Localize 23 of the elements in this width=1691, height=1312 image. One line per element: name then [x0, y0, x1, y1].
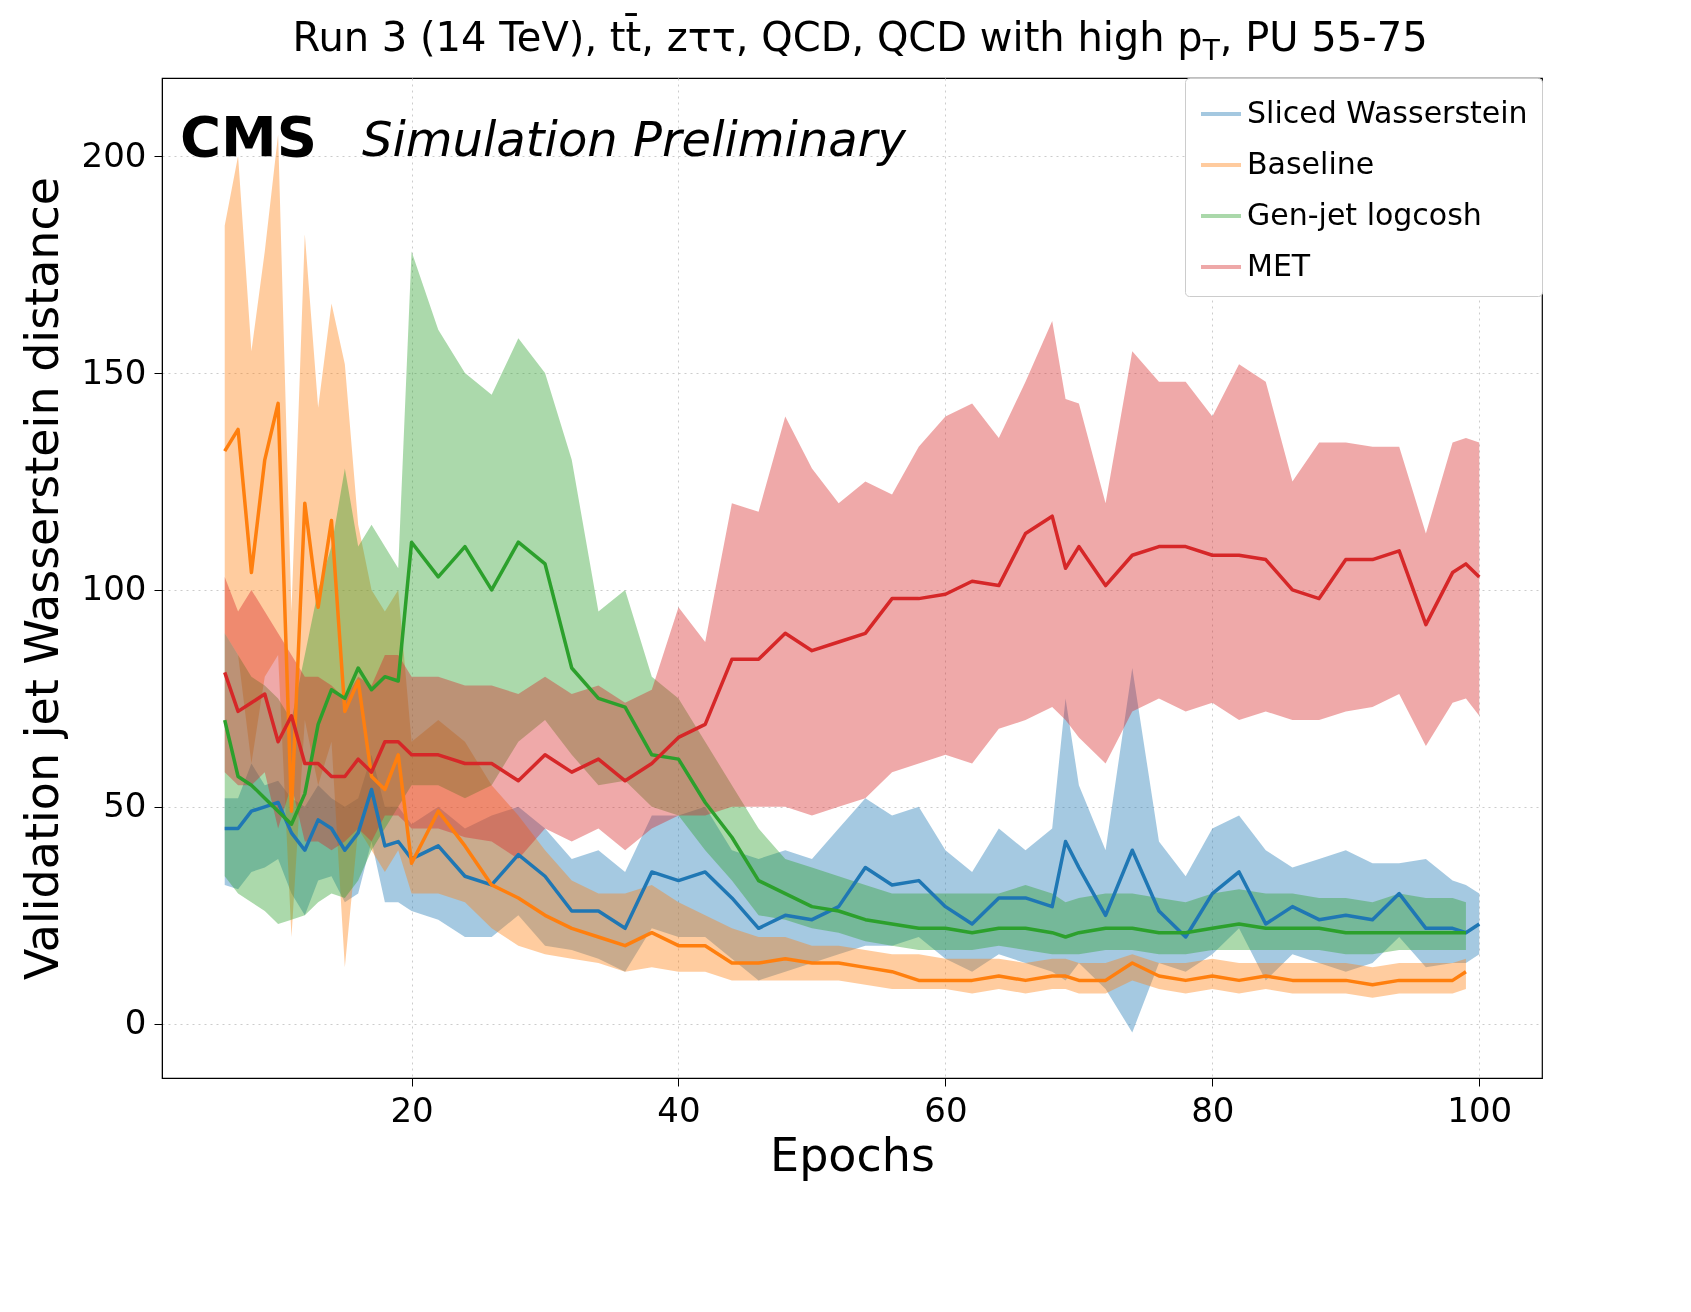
legend-label: MET — [1247, 248, 1311, 283]
x-tick-label: 80 — [1191, 1089, 1235, 1130]
legend-label: Baseline — [1247, 146, 1375, 181]
annotation: Simulation Preliminary — [362, 111, 907, 167]
x-tick-label: 20 — [390, 1089, 434, 1130]
legend-label: Sliced Wasserstein — [1247, 95, 1528, 130]
y-tick-label: 50 — [103, 785, 147, 826]
x-tick-label: 100 — [1447, 1089, 1513, 1130]
y-tick-label: 200 — [81, 134, 147, 175]
x-tick-label: 40 — [657, 1089, 701, 1130]
line-series — [222, 401, 1468, 987]
annotation: CMS — [180, 104, 318, 169]
line-series — [222, 787, 1482, 939]
line-series — [222, 514, 1482, 783]
x-tick-label: 60 — [924, 1089, 968, 1130]
line-series — [222, 540, 1468, 939]
y-tick-label: 100 — [81, 568, 147, 609]
y-tick-label: 0 — [124, 1002, 147, 1043]
y-tick-label: 150 — [81, 351, 147, 392]
x-axis-title: Epochs — [770, 1127, 935, 1182]
chart-title: Run 3 (14 TeV), tt̄, zττ, QCD, QCD with high p$_{T}$, PU 55-75 — [291, 14, 1429, 67]
y-axis-title: Validation jet Wasserstein distance — [14, 176, 69, 981]
legend-label: Gen-jet logcosh — [1247, 197, 1482, 232]
